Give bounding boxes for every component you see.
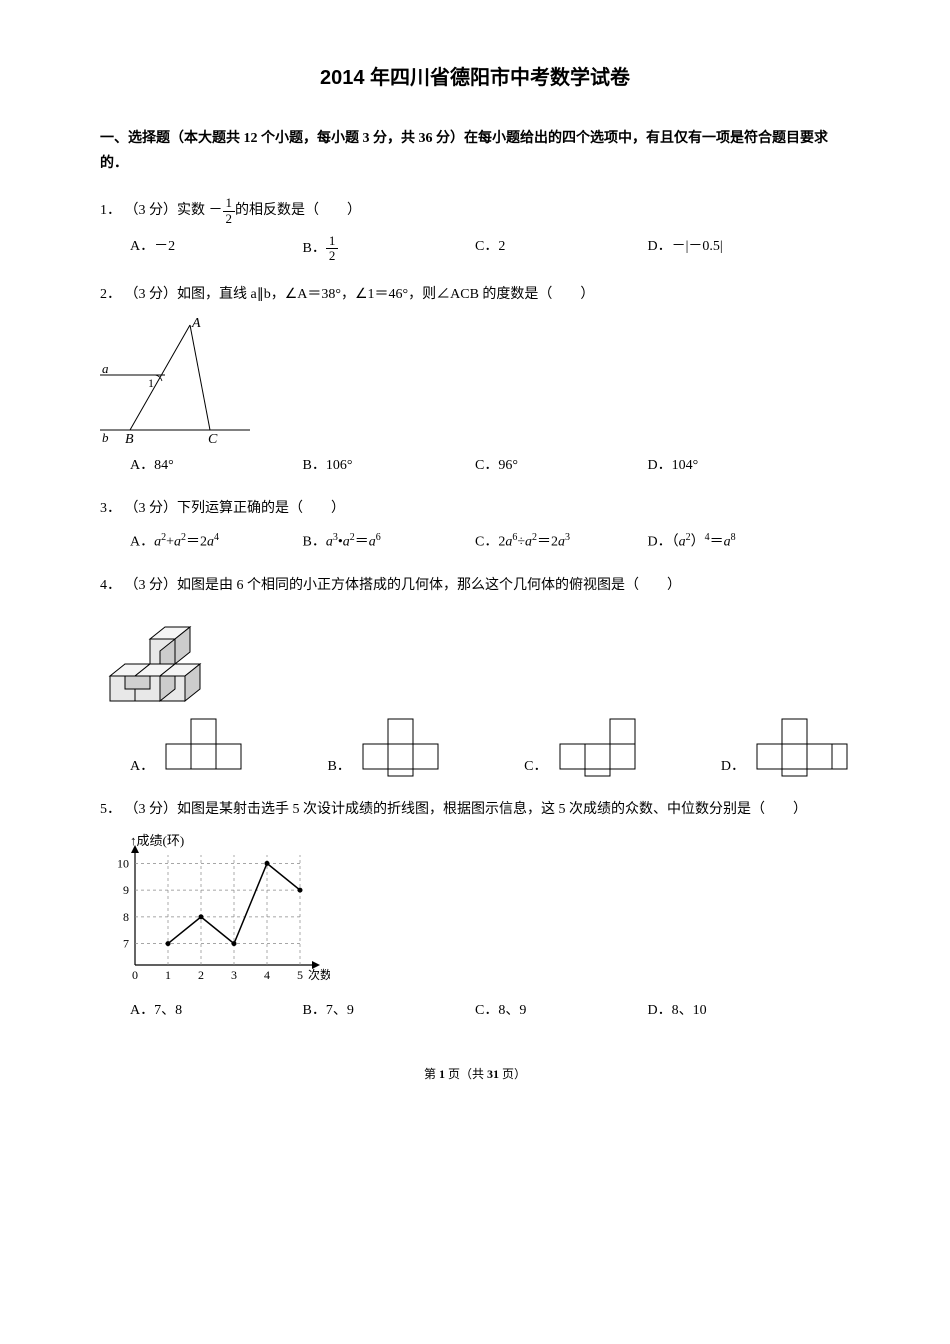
q5-optA: A．7、8 [130,998,303,1023]
section-header: 一、选择题（本大题共 12 个小题，每小题 3 分，共 36 分）在每小题给出的… [100,126,850,176]
svg-text:B: B [125,432,134,445]
q1-text: 1． （3 分）实数 －12的相反数是（ ） [100,196,850,226]
q3-options: A．a2+a2＝2a4 B．a3•a2＝a6 C．2a6÷a2＝2a3 D．（a… [100,529,850,555]
svg-text:b: b [102,430,109,445]
question-4: 4． （3 分）如图是由 6 个相同的小正方体搭成的几何体，那么这个几何体的俯视… [100,573,850,779]
q1-optC: C．2 [475,234,648,264]
q5-optC: C．8、9 [475,998,648,1023]
q1-suffix: 的相反数是（ ） [235,203,361,218]
svg-text:1: 1 [148,376,154,390]
svg-text:a: a [102,361,109,376]
q2-optC: C．96° [475,453,648,478]
svg-text:10: 10 [117,857,129,871]
q4-optD-svg [750,714,850,779]
q2-optD: D．104° [648,453,821,478]
q2-options: A．84° B．106° C．96° D．104° [100,453,850,478]
question-3: 3． （3 分）下列运算正确的是（ ） A．a2+a2＝2a4 B．a3•a2＝… [100,496,850,555]
q4-text: 4． （3 分）如图是由 6 个相同的小正方体搭成的几何体，那么这个几何体的俯视… [100,573,850,598]
q2-figure: A B C a b 1 [100,315,850,445]
svg-text:2: 2 [198,968,204,982]
question-2: 2． （3 分）如图，直线 a∥b，∠A＝38°，∠1＝46°，则∠ACB 的度… [100,282,850,478]
svg-text:4: 4 [264,968,270,982]
svg-text:C: C [208,432,218,445]
q4-optA: A． [130,714,249,779]
q3-optD: D．（a2）4＝a8 [648,529,821,555]
q5-text: 5． （3 分）如图是某射击选手 5 次设计成绩的折线图，根据图示信息，这 5 … [100,797,850,822]
q3-text: 3． （3 分）下列运算正确的是（ ） [100,496,850,521]
q1b-fraction: 12 [326,234,339,264]
q5-optD: D．8、10 [648,998,821,1023]
q3-num: 3． [100,501,121,516]
q3-optC: C．2a6÷a2＝2a3 [475,529,648,555]
q4-optD: D． [721,714,850,779]
q2-optA: A．84° [130,453,303,478]
q1-fraction: 12 [223,196,236,226]
q2-num: 2． [100,287,121,302]
svg-text:9: 9 [123,883,129,897]
question-5: 5． （3 分）如图是某射击选手 5 次设计成绩的折线图，根据图示信息，这 5 … [100,797,850,1023]
page-footer: 第 1 页（共 31 页） [100,1064,850,1086]
q2-optB: B．106° [303,453,476,478]
q3-optB: B．a3•a2＝a6 [303,529,476,555]
q5-num: 5． [100,802,121,817]
svg-text:A: A [191,316,201,331]
q4-optA-svg [159,714,249,779]
q4-optC: C． [524,714,642,779]
q1-optB: B．12 [303,234,476,264]
svg-text:3: 3 [231,968,237,982]
page-title: 2014 年四川省德阳市中考数学试卷 [100,60,850,96]
q5-figure: ↑成绩(环) 7 8 9 10 0 1 2 3 4 5 次数 [100,830,850,990]
q1-options: A．－2 B．12 C．2 D．－|－0.5| [100,234,850,264]
svg-text:7: 7 [123,937,129,951]
q1-optD: D．－|－0.5| [648,234,821,264]
question-1: 1． （3 分）实数 －12的相反数是（ ） A．－2 B．12 C．2 D．－… [100,196,850,263]
svg-text:↑成绩(环): ↑成绩(环) [130,833,184,848]
svg-text:0: 0 [132,968,138,982]
q5-options: A．7、8 B．7、9 C．8、9 D．8、10 [100,998,850,1023]
q1-prefix: （3 分）实数 － [125,203,223,218]
q4-optC-svg [553,714,643,779]
q4-optB: B． [327,714,445,779]
q5-optB: B．7、9 [303,998,476,1023]
q1-optA: A．－2 [130,234,303,264]
q4-num: 4． [100,578,121,593]
q4-options: A． B． C． [100,714,850,779]
svg-text:5: 5 [297,968,303,982]
q1-num: 1． [100,203,121,218]
q4-optB-svg [356,714,446,779]
q4-figure [100,606,850,706]
svg-text:次数: 次数 [308,967,330,982]
svg-text:1: 1 [165,968,171,982]
svg-text:8: 8 [123,910,129,924]
q2-text: 2． （3 分）如图，直线 a∥b，∠A＝38°，∠1＝46°，则∠ACB 的度… [100,282,850,307]
q3-optA: A．a2+a2＝2a4 [130,529,303,555]
